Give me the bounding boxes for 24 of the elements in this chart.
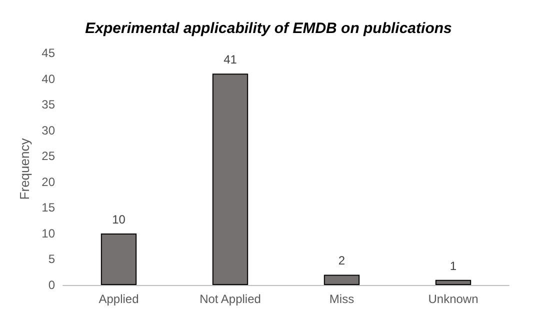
data-label: 41 [224,52,238,67]
bar [212,74,248,285]
x-tick-label: Unknown [428,292,478,306]
data-label: 10 [112,212,126,226]
data-label: 2 [338,254,346,268]
y-tick-label: 0 [48,278,56,292]
y-tick-label: 25 [42,149,56,164]
x-tick-label: Applied [98,292,139,306]
y-tick-label: 20 [42,174,56,189]
x-tick-label: Miss [329,292,354,306]
data-label: 1 [450,258,457,273]
y-tick-label: 10 [42,226,56,240]
bar [100,233,137,285]
x-tick-label: Not Applied [200,292,261,306]
y-axis-title: Frequency [16,138,32,200]
y-tick-label: 45 [42,46,56,60]
bar [324,274,360,285]
y-tick-label: 40 [42,72,56,86]
y-tick-label: 15 [42,200,56,215]
y-tick-label: 5 [48,252,56,266]
y-tick-label: 30 [42,123,56,138]
y-tick-label: 35 [42,98,56,112]
bar [435,280,472,285]
chart-title: Experimental applicability of EMDB on publications [85,20,452,37]
